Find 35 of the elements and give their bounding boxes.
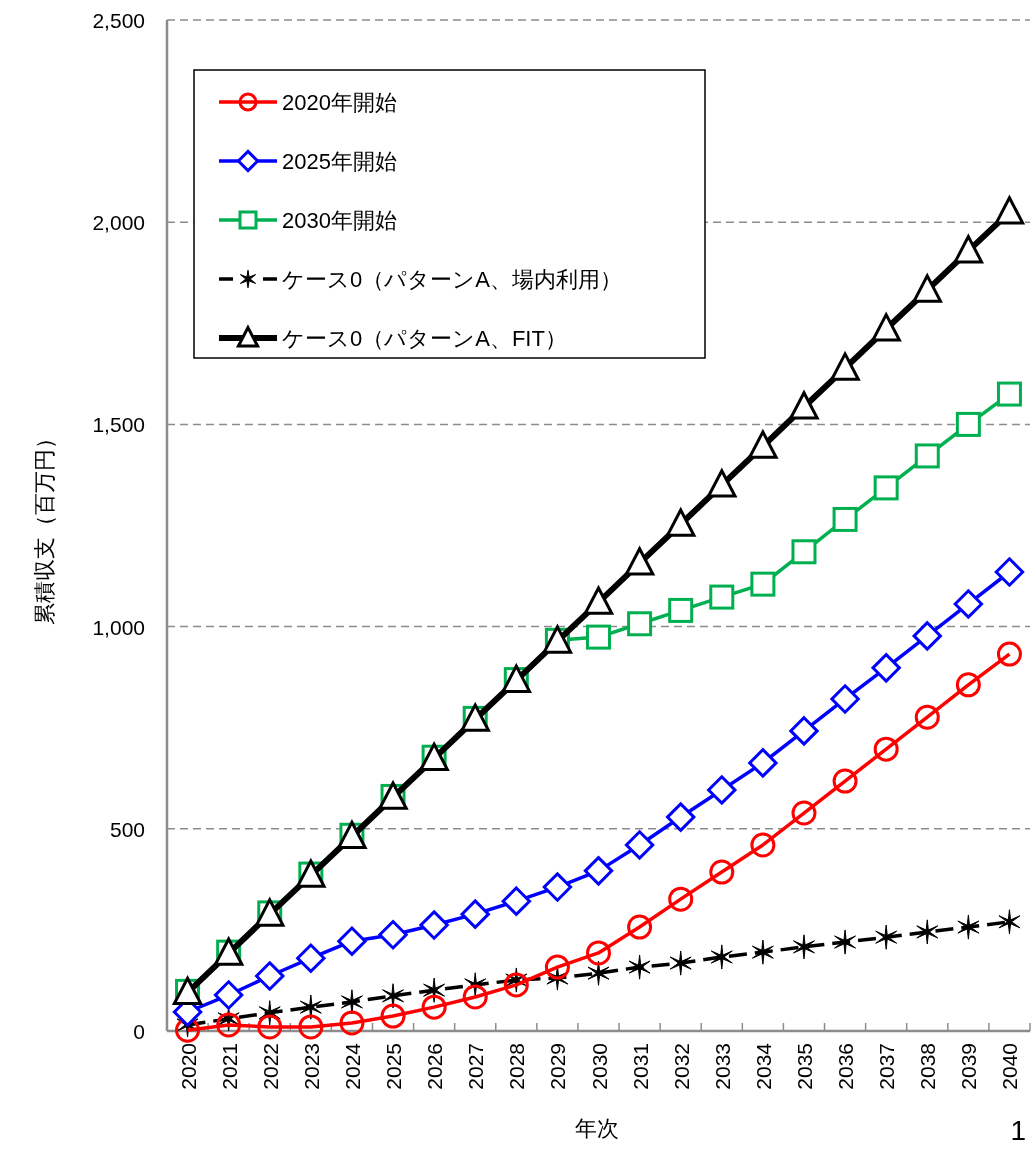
- x-tick-label: 2031: [628, 1043, 652, 1090]
- y-tick-label: 500: [109, 817, 145, 841]
- text: 1: [1010, 1115, 1026, 1146]
- x-tick-label: 2025: [382, 1043, 406, 1090]
- x-tick-label: 2039: [957, 1043, 981, 1090]
- x-tick-label: 2020: [176, 1043, 200, 1090]
- x-tick-label: 2037: [875, 1043, 899, 1090]
- x-tick-label: 2030: [587, 1043, 611, 1090]
- x-tick-label: 2035: [792, 1043, 816, 1090]
- legend-label: 2025年開始: [282, 149, 397, 174]
- legend-label: ケース0（パターンA、場内利用）: [282, 267, 622, 292]
- x-tick-label: 2033: [710, 1043, 734, 1090]
- x-tick-label: 2022: [258, 1043, 282, 1090]
- x-tick-label: 2028: [505, 1043, 529, 1090]
- legend-label: ケース0（パターンA、FIT）: [282, 326, 567, 351]
- x-tick-label: 2026: [423, 1043, 447, 1090]
- y-tick-label: 2,000: [92, 211, 145, 235]
- x-tick-label: 2040: [998, 1043, 1022, 1090]
- x-tick-label: 2029: [546, 1043, 570, 1090]
- y-axis-title: 累積収支（百万円）: [32, 426, 57, 625]
- y-tick-label: 1,000: [92, 615, 145, 639]
- legend-label: 2030年開始: [282, 208, 397, 233]
- x-tick-label: 2032: [669, 1043, 693, 1090]
- x-tick-label: 2021: [217, 1043, 241, 1090]
- x-axis-title: 年次: [574, 1116, 619, 1141]
- x-tick-label: 2024: [340, 1042, 364, 1090]
- y-tick-label: 2,500: [92, 9, 145, 32]
- x-tick-label: 2023: [299, 1043, 323, 1090]
- y-tick-label: 1,500: [92, 413, 145, 437]
- x-tick-label: 2036: [834, 1043, 858, 1090]
- x-tick-label: 2034: [751, 1042, 775, 1090]
- legend-label: 2020年開始: [282, 90, 397, 115]
- x-tick-label: 2027: [464, 1043, 488, 1090]
- y-tick-label: 0: [133, 1020, 145, 1043]
- x-tick-label: 2038: [916, 1043, 940, 1090]
